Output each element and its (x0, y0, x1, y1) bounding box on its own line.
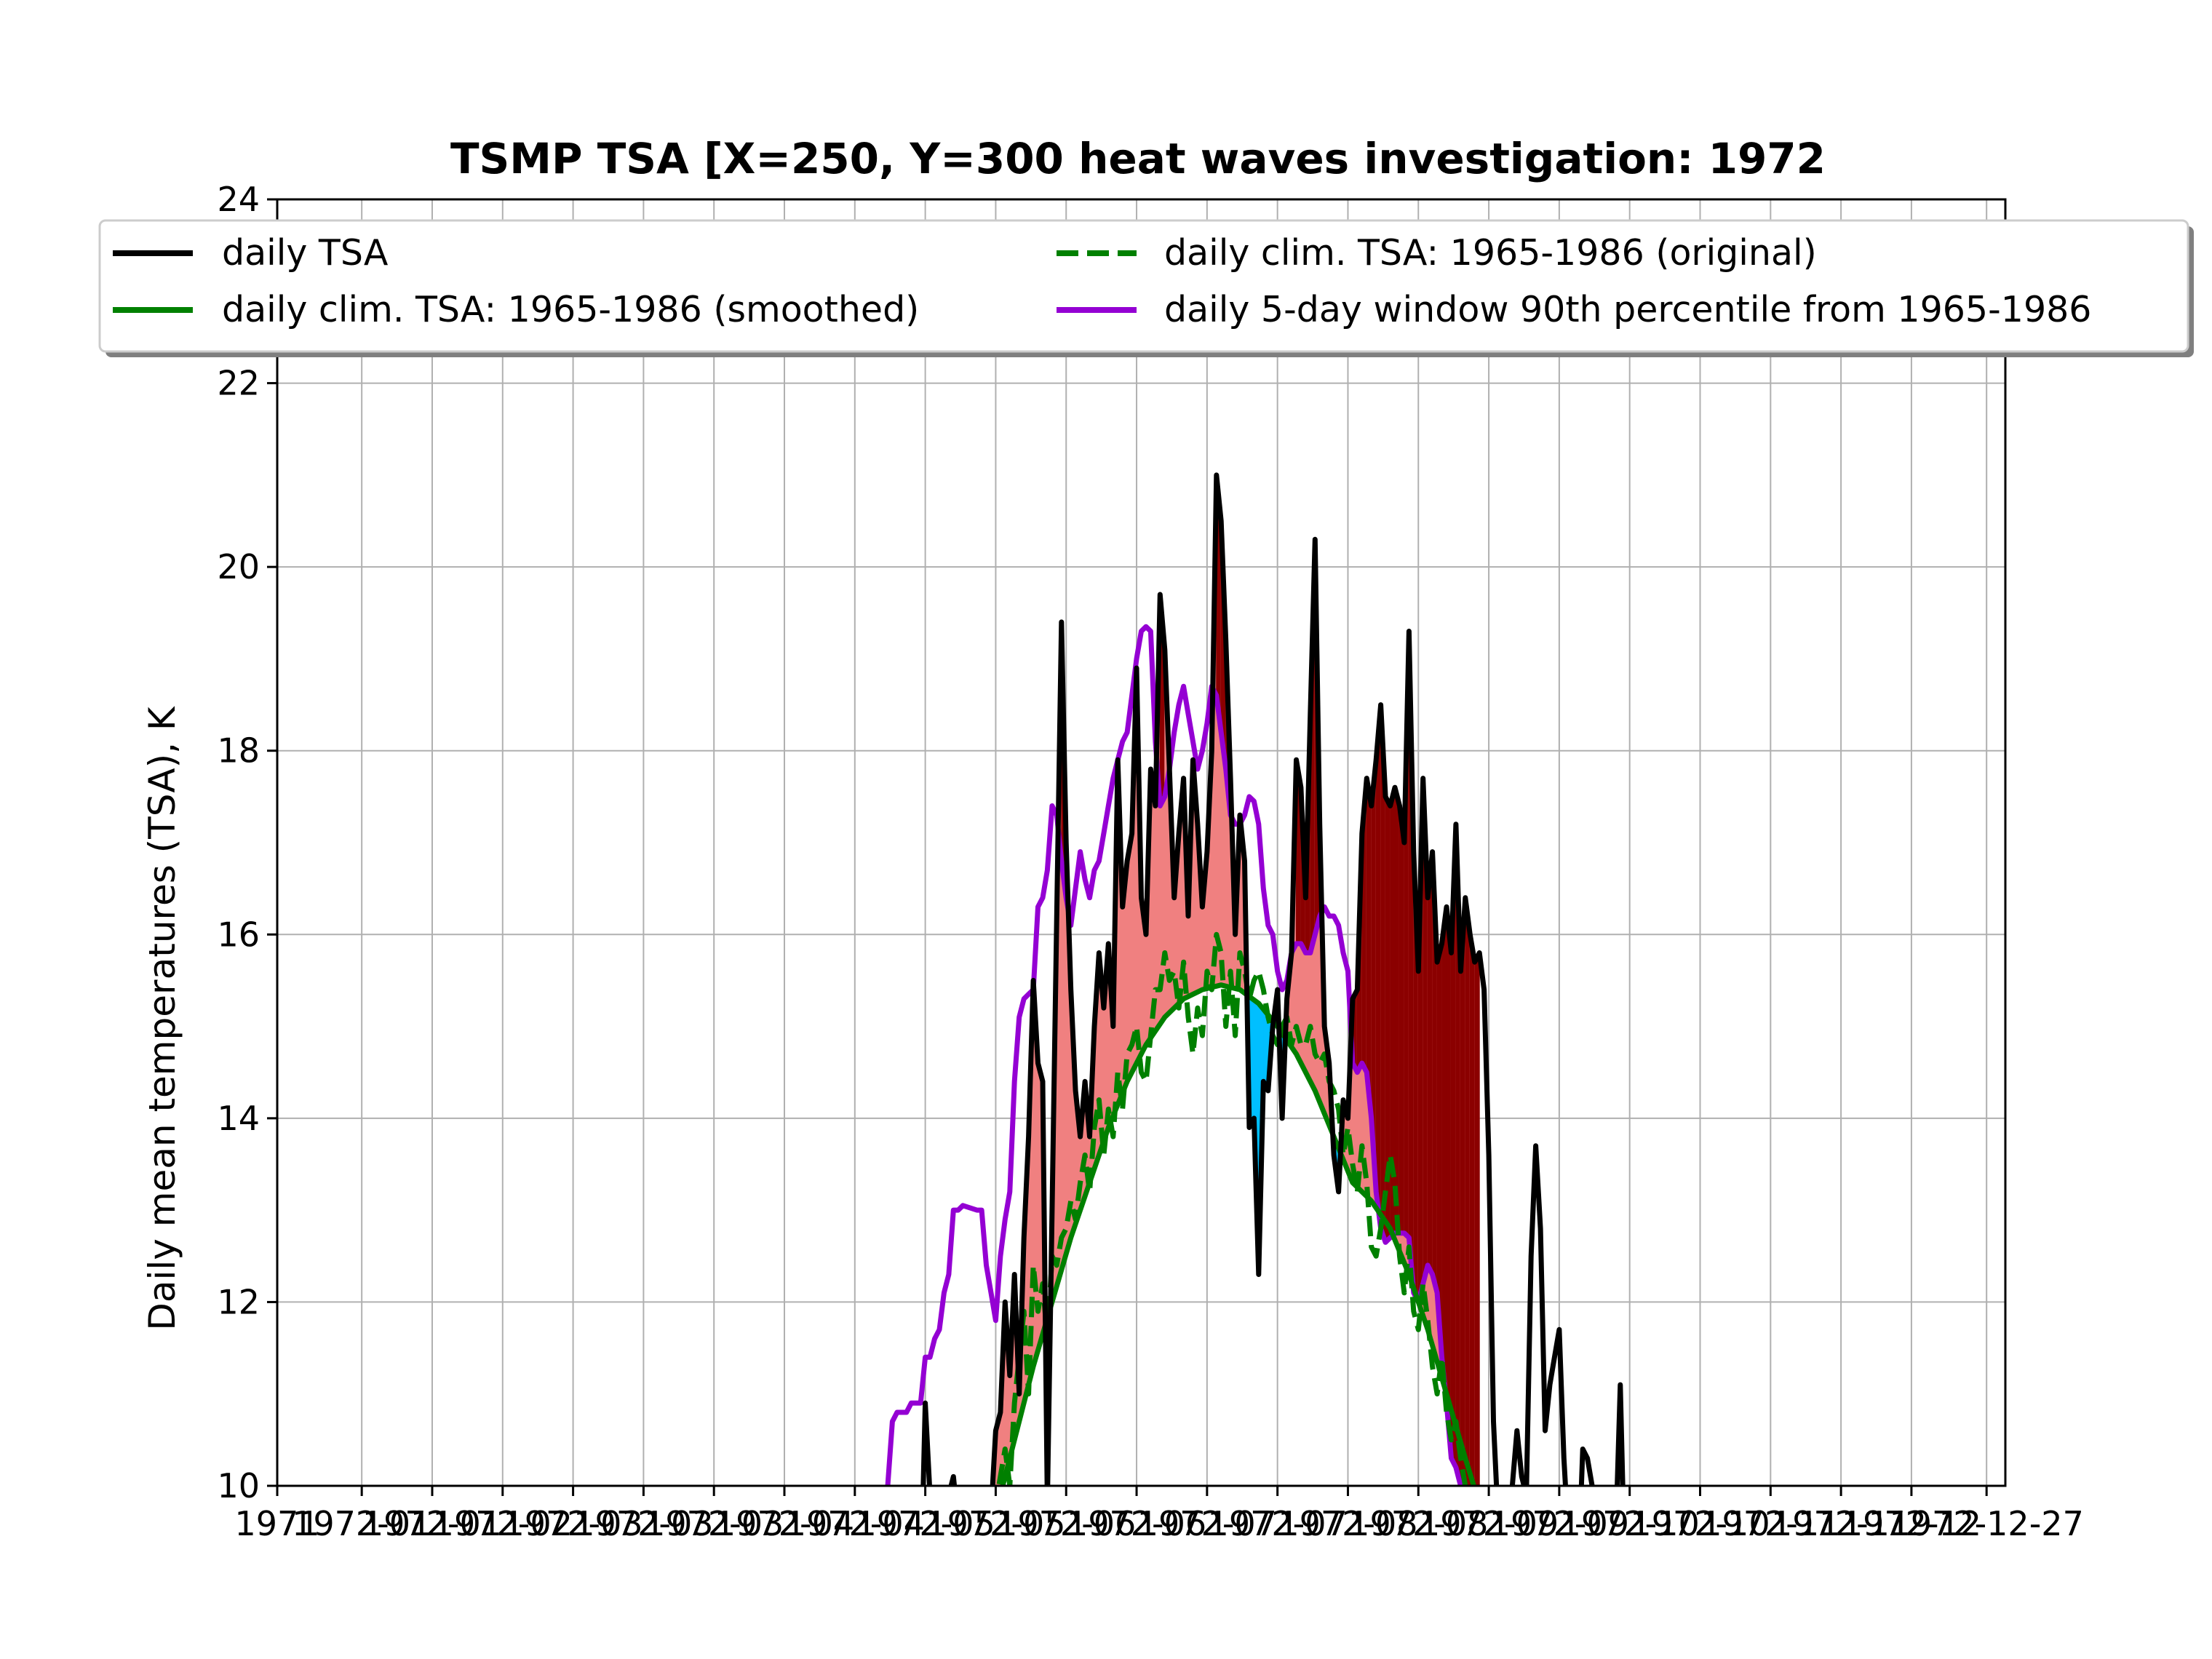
legend-label-clim-smoothed: daily clim. TSA: 1965-1986 (smoothed) (222, 289, 919, 330)
y-tick-label: 22 (217, 364, 260, 403)
legend-label-clim-original: daily clim. TSA: 1965-1986 (original) (1164, 232, 1817, 274)
legend: daily TSA daily clim. TSA: 1965-1986 (or… (100, 220, 2194, 357)
heat-wave-fill (1447, 907, 1451, 1458)
y-tick-label: 24 (217, 180, 260, 219)
y-tick-label: 18 (217, 731, 260, 771)
y-axis-label: Daily mean temperatures (TSA), K (141, 706, 183, 1331)
heat-wave-fill (1465, 898, 1470, 1504)
heat-wave-fill (1470, 934, 1474, 1504)
y-tick-label: 16 (217, 915, 260, 954)
y-tick-label: 12 (217, 1282, 260, 1321)
y-tick-label: 20 (217, 547, 260, 586)
heat-wave-fill (1460, 898, 1465, 1504)
heat-wave-fill (1395, 787, 1399, 1233)
heat-wave-fill (1428, 852, 1432, 1275)
heat-wave-fill (1366, 779, 1371, 1118)
heat-wave-fill (1376, 705, 1380, 1229)
legend-label-daily-tsa: daily TSA (222, 232, 389, 274)
heat-wave-fill (1399, 805, 1404, 1233)
y-tick-label: 10 (217, 1466, 260, 1505)
heat-wave-fill (1442, 907, 1447, 1403)
legend-box (100, 220, 2188, 351)
heat-wave-fill (1475, 953, 1479, 1505)
legend-label-percentile: daily 5-day window 90th percentile from … (1164, 289, 2091, 330)
x-tick-label: 1972-12-27 (1890, 1504, 2084, 1543)
y-tick-label: 14 (217, 1099, 260, 1138)
chart-title: TSMP TSA [X=250, Y=300 heat waves invest… (450, 134, 1826, 183)
